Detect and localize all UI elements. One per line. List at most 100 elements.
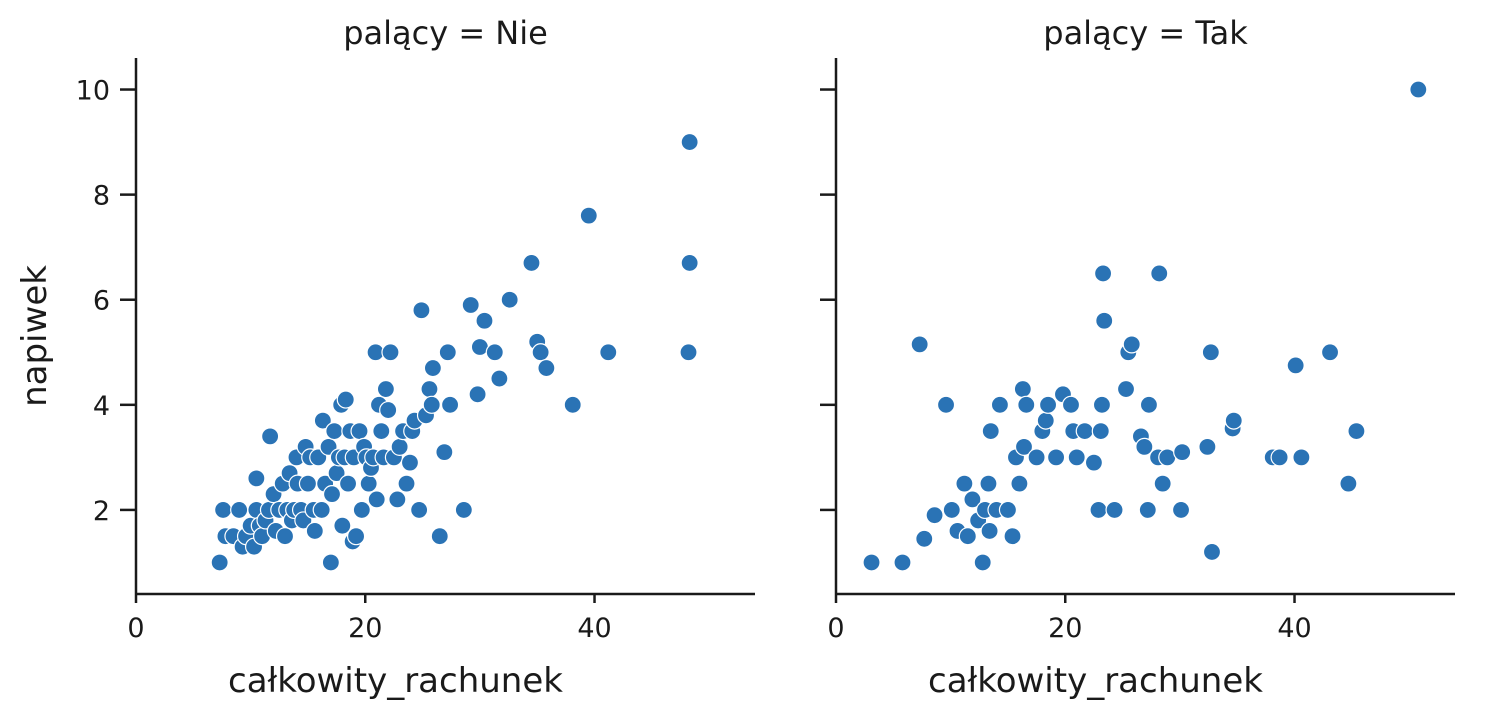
data-point (522, 253, 541, 273)
data-point (1014, 437, 1034, 456)
data-point (400, 453, 420, 472)
scatter-panel-1: palący = Nie 0 20 40 2 4 6 8 10 całkowity_rachune… (15, 14, 755, 701)
data-points (862, 80, 1428, 572)
data-point (490, 369, 509, 388)
data-point (1013, 379, 1032, 399)
x-tick-label: 40 (1277, 613, 1311, 644)
data-point (410, 500, 429, 520)
data-point (1198, 437, 1217, 456)
data-point (1173, 443, 1192, 462)
data-point (305, 521, 324, 541)
data-point (210, 553, 229, 572)
data-point (475, 311, 494, 330)
data-point (958, 527, 977, 546)
data-point (979, 474, 998, 493)
x-axis-label: całkowity_rachunek (228, 661, 563, 701)
data-point (325, 421, 344, 441)
data-point (1202, 542, 1222, 562)
x-tick-label: 20 (1048, 613, 1082, 644)
data-point (1075, 421, 1094, 441)
data-point (423, 358, 442, 378)
data-point (1320, 343, 1340, 362)
data-point (390, 437, 409, 456)
data-point (500, 290, 519, 309)
data-points (210, 132, 699, 572)
data-point (388, 490, 407, 509)
data-point (367, 490, 386, 509)
y-tick-label: 10 (76, 76, 110, 107)
y-tick-label: 2 (93, 496, 110, 527)
data-point (422, 395, 441, 414)
data-point (322, 485, 342, 504)
x-axis-label: całkowity_rachunek (928, 661, 1263, 701)
data-point (376, 379, 395, 399)
data-point (531, 343, 550, 362)
data-point (1270, 448, 1289, 467)
data-point (942, 500, 961, 520)
data-point (1171, 500, 1191, 520)
data-point (1046, 448, 1066, 467)
data-point (1093, 264, 1113, 283)
data-point (1201, 343, 1220, 362)
data-point (321, 553, 340, 572)
data-point (485, 343, 504, 362)
data-point (1003, 527, 1022, 546)
scatter-panel-2: palący = Tak 0 20 40 całkowity_rachunek (820, 14, 1455, 701)
data-point (381, 343, 400, 362)
data-point (352, 500, 371, 520)
data-point (1409, 80, 1428, 99)
data-point (379, 400, 398, 420)
data-point (563, 395, 582, 414)
data-point (214, 500, 233, 520)
data-point (1153, 474, 1172, 493)
data-point (1347, 421, 1366, 441)
data-point (420, 379, 439, 399)
y-axis-label: napiwek (15, 265, 55, 407)
data-point (915, 529, 934, 548)
data-point (1038, 395, 1058, 414)
data-point (333, 516, 352, 535)
data-point (893, 553, 912, 572)
data-point (1010, 474, 1029, 493)
data-point (963, 490, 982, 509)
data-point (275, 527, 295, 546)
data-point (579, 206, 598, 225)
data-point (537, 358, 556, 378)
data-point (910, 335, 929, 354)
data-point (1150, 264, 1169, 283)
data-point (346, 527, 366, 546)
data-point (313, 411, 332, 430)
data-point (1067, 448, 1086, 467)
data-point (1095, 311, 1114, 330)
y-tick-label: 8 (93, 181, 110, 212)
data-point (461, 295, 480, 315)
x-tick-label: 0 (127, 613, 144, 644)
data-point (1017, 395, 1036, 414)
data-point (1089, 500, 1108, 520)
data-point (298, 474, 318, 493)
data-point (936, 395, 956, 414)
panel-title: palący = Nie (343, 14, 548, 52)
data-point (338, 474, 358, 493)
x-tick-label: 0 (827, 613, 844, 644)
data-point (438, 343, 457, 362)
data-point (998, 500, 1018, 520)
data-point (1286, 356, 1305, 375)
data-point (1061, 395, 1081, 414)
y-tick-label: 4 (93, 391, 110, 422)
data-point (680, 253, 699, 273)
data-point (1036, 411, 1055, 430)
data-point (350, 421, 369, 441)
x-tick-label: 20 (348, 613, 382, 644)
data-point (1339, 474, 1358, 493)
data-point (925, 506, 944, 525)
data-point (468, 385, 487, 404)
data-point (312, 500, 331, 520)
data-point (973, 553, 992, 572)
data-point (440, 395, 460, 414)
data-point (1084, 453, 1104, 472)
data-point (990, 395, 1010, 414)
data-point (372, 421, 391, 441)
data-point (336, 390, 355, 409)
data-point (955, 474, 974, 493)
